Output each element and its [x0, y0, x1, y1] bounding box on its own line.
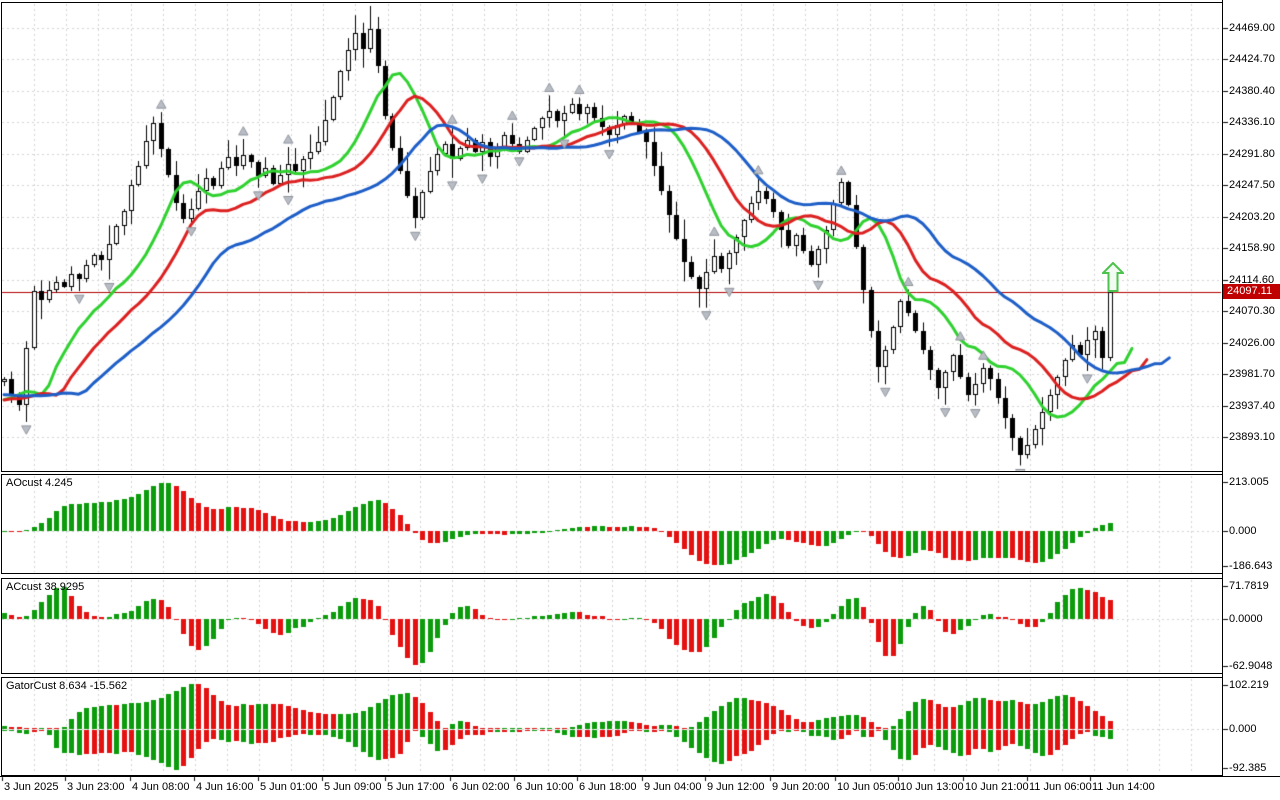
gator-indicator-title: GatorCust 8.634 -15.562 — [6, 680, 128, 692]
gator-oscillator-panel[interactable] — [1, 677, 1223, 776]
price-axis[interactable] — [1222, 0, 1280, 776]
awesome-oscillator-panel[interactable] — [1, 474, 1223, 574]
ac-indicator-title: ACcust 38.9295 — [6, 581, 85, 593]
current-price-tag: 24097.11 — [1223, 284, 1280, 299]
main-price-panel[interactable] — [1, 2, 1223, 472]
ao-indicator-title: AOcust 4.245 — [6, 477, 73, 489]
accelerator-oscillator-panel[interactable] — [1, 578, 1223, 674]
time-axis[interactable] — [0, 776, 1280, 800]
buy-signal-arrow-icon — [1102, 262, 1124, 292]
